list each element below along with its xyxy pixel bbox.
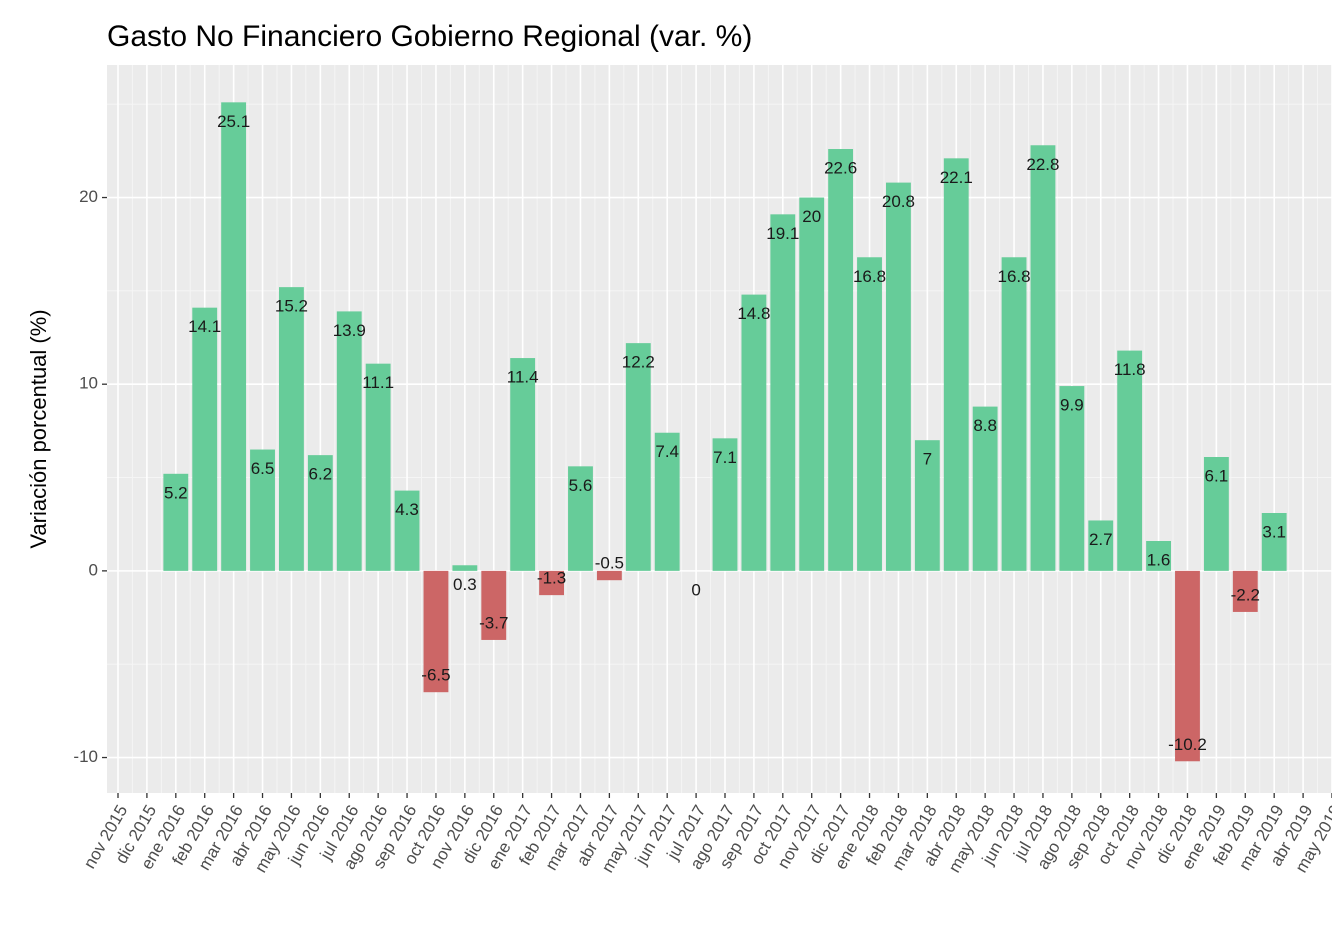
bar xyxy=(539,570,565,596)
data-label: 14.1 xyxy=(188,317,221,336)
bar xyxy=(510,358,536,571)
bar xyxy=(452,565,478,571)
data-label: 7 xyxy=(923,450,932,469)
data-label: 16.8 xyxy=(998,267,1031,286)
data-label: -0.5 xyxy=(595,554,624,573)
bar xyxy=(365,363,391,571)
data-label: 4.3 xyxy=(395,500,419,519)
bars xyxy=(163,102,1287,762)
data-label: 3.1 xyxy=(1262,522,1286,541)
bar xyxy=(1030,145,1056,571)
bar xyxy=(712,438,738,571)
data-label: 22.8 xyxy=(1026,155,1059,174)
data-label: 5.2 xyxy=(164,483,188,502)
data-label: 9.9 xyxy=(1060,396,1084,415)
bar xyxy=(1203,457,1229,571)
data-label: 19.1 xyxy=(766,224,799,243)
data-label: 5.6 xyxy=(569,476,593,495)
data-label: 8.8 xyxy=(973,416,997,435)
data-label: 0 xyxy=(691,580,700,599)
bar xyxy=(1001,257,1027,571)
data-label: -10.2 xyxy=(1168,735,1207,754)
y-tick-label: 20 xyxy=(79,187,98,206)
data-label: 20 xyxy=(802,207,821,226)
y-axis-label: Variación porcentual (%) xyxy=(26,309,51,548)
data-label: 2.7 xyxy=(1089,530,1113,549)
bar xyxy=(423,570,449,693)
y-tick-label: 10 xyxy=(79,374,98,393)
bar xyxy=(394,490,420,571)
bar xyxy=(972,406,998,571)
data-label: 6.5 xyxy=(251,459,275,478)
bar xyxy=(828,149,854,571)
bar xyxy=(741,294,767,571)
chart-title: Gasto No Financiero Gobierno Regional (v… xyxy=(107,20,752,53)
bar xyxy=(221,102,247,571)
bar xyxy=(1261,513,1287,571)
bar xyxy=(1146,541,1172,571)
data-label: -6.5 xyxy=(421,666,450,685)
bar xyxy=(1117,350,1143,571)
bar xyxy=(596,570,622,581)
data-label: -2.2 xyxy=(1231,585,1260,604)
data-label: 22.6 xyxy=(824,158,857,177)
bar xyxy=(192,307,218,571)
bar xyxy=(1232,570,1258,612)
data-label: -1.3 xyxy=(537,569,566,588)
bar xyxy=(799,197,825,571)
bar xyxy=(278,287,304,571)
bar xyxy=(857,257,882,571)
y-tick-label: -10 xyxy=(73,747,98,766)
data-label: 6.2 xyxy=(309,465,333,484)
bar xyxy=(163,473,189,571)
data-label: 12.2 xyxy=(622,353,655,372)
bar xyxy=(336,311,362,571)
data-label: 15.2 xyxy=(275,297,308,316)
bar xyxy=(568,466,593,571)
bar xyxy=(770,214,796,571)
data-label: 1.6 xyxy=(1147,550,1171,569)
bar xyxy=(1175,570,1200,762)
data-label: 7.4 xyxy=(655,442,679,461)
data-label: 14.8 xyxy=(737,304,770,323)
data-label: 20.8 xyxy=(882,192,915,211)
bar xyxy=(481,570,507,640)
data-label: 11.4 xyxy=(507,368,539,387)
data-label: 13.9 xyxy=(333,321,366,340)
bar xyxy=(1059,386,1085,571)
data-label: 11.1 xyxy=(362,373,394,392)
bar xyxy=(1088,520,1114,571)
data-label: 16.8 xyxy=(853,267,886,286)
data-label: 0.3 xyxy=(453,575,477,594)
labels: 5.214.125.16.515.26.213.911.14.3-6.50.3-… xyxy=(164,112,1286,754)
bar xyxy=(250,449,275,571)
data-label: -3.7 xyxy=(479,613,508,632)
bar xyxy=(885,182,911,571)
bar xyxy=(625,343,651,571)
bar xyxy=(914,440,940,571)
data-label: 25.1 xyxy=(217,112,250,131)
data-label: 7.1 xyxy=(713,448,737,467)
data-label: 11.8 xyxy=(1114,360,1146,379)
bar xyxy=(943,158,969,571)
y-tick-label: 0 xyxy=(89,560,98,579)
data-label: 6.1 xyxy=(1205,466,1229,485)
bar xyxy=(654,432,680,571)
data-label: 22.1 xyxy=(940,168,973,187)
bar xyxy=(307,455,333,571)
